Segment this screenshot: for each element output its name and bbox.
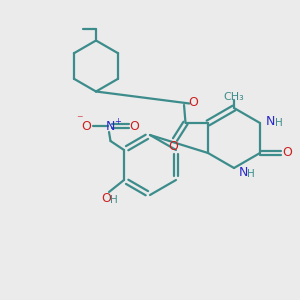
Text: O: O [130, 119, 140, 133]
Text: ⁻: ⁻ [76, 113, 83, 126]
Text: O: O [101, 192, 111, 205]
Text: H: H [110, 195, 117, 206]
Text: N: N [106, 119, 115, 133]
Text: H: H [275, 118, 283, 128]
Text: O: O [81, 119, 91, 133]
Text: +: + [115, 117, 122, 126]
Text: O: O [169, 140, 178, 153]
Text: CH₃: CH₃ [224, 92, 244, 103]
Text: N: N [266, 115, 275, 128]
Text: H: H [247, 169, 255, 179]
Text: O: O [282, 146, 292, 160]
Text: N: N [238, 166, 248, 179]
Text: O: O [188, 95, 198, 109]
